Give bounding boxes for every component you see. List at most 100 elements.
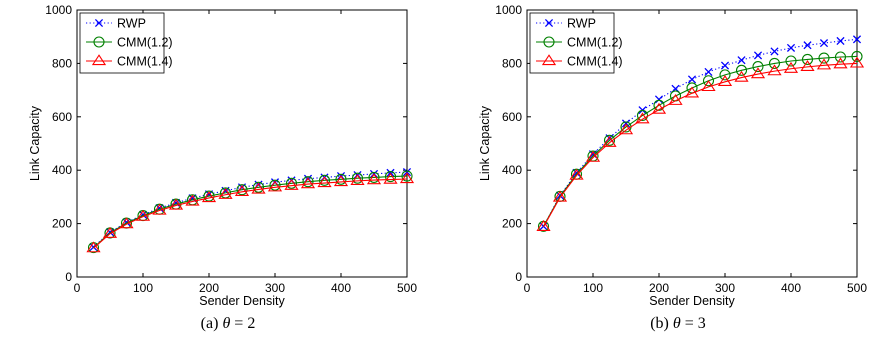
data-point — [701, 80, 716, 92]
data-point — [737, 56, 746, 65]
x-tick-label: 400 — [781, 281, 801, 295]
x-tick-label: 500 — [847, 281, 867, 295]
y-tick-label: 200 — [502, 217, 522, 231]
y-tick-label: 1000 — [495, 3, 522, 17]
data-point — [168, 198, 184, 210]
data-point — [636, 109, 649, 122]
data-point — [152, 203, 167, 215]
data-point — [753, 51, 763, 60]
x-tick-label: 0 — [524, 281, 531, 295]
legend-label: CMM(1.4) — [567, 55, 623, 69]
data-point — [702, 75, 715, 87]
y-tick-label: 400 — [52, 163, 72, 177]
data-point — [818, 52, 830, 64]
data-point — [851, 50, 863, 63]
data-point — [719, 69, 731, 81]
data-point — [234, 185, 250, 196]
data-point — [734, 70, 749, 82]
data-point — [401, 170, 413, 182]
data-point — [735, 64, 748, 76]
y-tick-label: 800 — [502, 56, 522, 70]
data-point — [201, 191, 217, 203]
data-point — [318, 174, 331, 186]
chart-panel-a: 0 100 200 300 400 500 0 200 400 600 800 1000 Sender … — [28, 3, 417, 332]
data-point — [654, 95, 664, 104]
data-point — [585, 150, 601, 162]
x-axis-title: Sender Density — [649, 294, 735, 308]
data-point — [618, 123, 634, 135]
data-point — [602, 135, 617, 147]
data-point — [269, 179, 281, 191]
data-point — [86, 241, 101, 253]
data-point — [267, 180, 283, 192]
x-tick-label: 100 — [133, 281, 153, 295]
series-line — [543, 55, 858, 227]
legend-marker — [544, 18, 554, 28]
x-tick-label: 300 — [265, 281, 285, 295]
data-point — [368, 171, 380, 183]
data-point — [786, 43, 796, 52]
data-point — [635, 112, 650, 124]
data-point — [801, 53, 814, 65]
x-tick-label: 100 — [583, 281, 603, 295]
data-point — [185, 194, 200, 206]
data-point — [684, 86, 700, 98]
data-point — [687, 75, 697, 84]
data-point — [803, 41, 812, 50]
data-point — [102, 226, 118, 238]
data-point — [300, 177, 316, 189]
chart-panel-b: 0 100 200 300 400 500 0 200 400 600 800 1000 Sender … — [478, 3, 867, 332]
legend-label: CMM(1.2) — [117, 36, 173, 50]
data-point — [653, 99, 665, 111]
data-point — [569, 168, 584, 180]
legend-marker — [543, 36, 555, 48]
figure-caption: (b) θ = 3 — [650, 315, 706, 332]
data-point — [783, 61, 799, 73]
legend-label: RWP — [117, 17, 146, 31]
data-point — [816, 58, 832, 70]
data-point — [785, 55, 797, 67]
x-tick-label: 300 — [715, 281, 735, 295]
data-point — [849, 56, 865, 68]
data-point — [350, 174, 365, 186]
y-tick-label: 0 — [65, 270, 72, 284]
y-tick-label: 600 — [52, 110, 72, 124]
y-tick-label: 400 — [502, 163, 522, 177]
data-point — [852, 35, 862, 44]
data-point — [752, 61, 764, 73]
data-point — [750, 67, 766, 79]
data-point — [383, 172, 398, 184]
data-point — [333, 175, 349, 187]
legend-marker — [93, 36, 105, 48]
y-tick-label: 1000 — [45, 3, 72, 17]
legend-marker — [94, 18, 104, 28]
data-point — [720, 61, 730, 70]
data-point — [402, 168, 412, 177]
legend-label: RWP — [567, 17, 596, 31]
y-axis-title: Link Capacity — [28, 105, 42, 181]
data-point — [704, 67, 713, 77]
x-tick-label: 200 — [649, 281, 669, 295]
data-point — [284, 178, 299, 190]
data-point — [717, 75, 733, 86]
data-point — [836, 36, 845, 46]
y-tick-label: 600 — [502, 110, 522, 124]
data-point — [366, 173, 382, 185]
data-point — [335, 173, 347, 185]
data-point — [384, 171, 397, 183]
data-point — [218, 187, 233, 199]
x-tick-label: 400 — [331, 281, 351, 295]
y-tick-label: 0 — [515, 270, 522, 284]
x-tick-label: 0 — [74, 281, 81, 295]
data-point — [536, 219, 551, 231]
data-point — [770, 47, 779, 56]
data-point — [285, 177, 298, 189]
y-tick-label: 800 — [52, 56, 72, 70]
legend-label: CMM(1.2) — [567, 36, 623, 50]
y-tick-label: 200 — [52, 217, 72, 231]
data-point — [819, 39, 829, 48]
data-point — [302, 176, 314, 188]
data-point — [767, 64, 782, 76]
data-point — [351, 172, 364, 184]
